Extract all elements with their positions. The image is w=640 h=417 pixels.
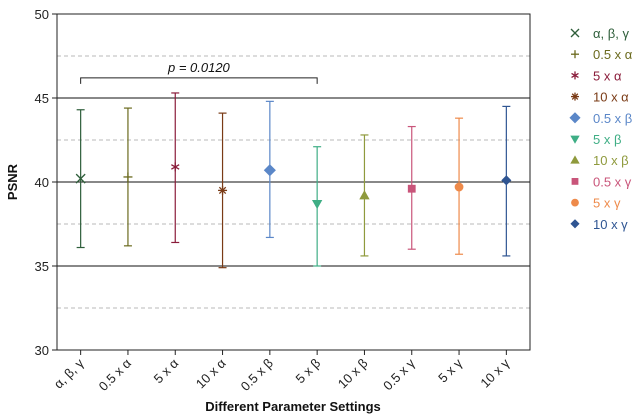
legend: α, β, γ 0.5 x α 5 x α 10 x α 0.5 x β 5 x β 10 … — [569, 26, 633, 232]
legend-item: 0.5 x β — [569, 111, 632, 126]
legend-label: 5 x α — [593, 68, 622, 83]
mean-marker — [218, 185, 228, 195]
x-axis-ticks: α, β, γ 0.5 x α 5 x α 10 x α 0.5 x β 5 x β 10 … — [51, 350, 513, 394]
mean-marker — [407, 184, 416, 193]
y-tick-label: 30 — [35, 343, 49, 358]
mean-marker — [75, 173, 86, 184]
mean-marker — [123, 172, 133, 182]
legend-label: 5 x γ — [593, 196, 621, 211]
mean-marker — [311, 199, 323, 210]
major-gridlines — [57, 97, 530, 267]
mean-markers — [75, 162, 512, 210]
y-axis-title: PSNR — [5, 163, 20, 200]
legend-item: 10 x α — [571, 90, 629, 105]
legend-marker — [571, 198, 579, 207]
legend-label: α, β, γ — [593, 26, 629, 41]
legend-label: 10 x β — [593, 153, 629, 168]
significance-annotation: p = 0.0120 — [80, 60, 318, 84]
legend-item: 0.5 x γ — [571, 174, 632, 189]
mean-marker — [171, 162, 180, 172]
error-bars — [76, 92, 511, 269]
legend-item: 0.5 x α — [571, 47, 633, 62]
legend-label: 10 x α — [593, 90, 629, 105]
legend-marker — [570, 219, 580, 229]
y-tick-label: 40 — [35, 175, 49, 190]
x-tick-label: 10 x β — [335, 356, 371, 392]
legend-marker — [570, 135, 580, 144]
legend-item: 5 x β — [570, 132, 621, 147]
mean-marker — [359, 190, 370, 200]
mean-marker — [263, 164, 276, 177]
y-tick-label: 35 — [35, 259, 49, 274]
legend-marker — [570, 155, 580, 164]
x-tick-label: 5 x γ — [435, 355, 465, 385]
x-axis-title: Different Parameter Settings — [205, 399, 381, 414]
p-value-label: p = 0.0120 — [167, 60, 231, 75]
legend-label: 0.5 x β — [593, 111, 632, 126]
mean-marker — [454, 182, 464, 192]
legend-marker — [570, 28, 580, 38]
legend-marker — [571, 92, 579, 101]
legend-item: 10 x γ — [570, 217, 628, 232]
legend-label: 10 x γ — [593, 217, 628, 232]
x-tick-label: 10 x γ — [477, 355, 512, 390]
y-tick-label: 45 — [35, 91, 49, 106]
x-tick-label: 0.5 x β — [238, 356, 276, 394]
legend-item: 5 x γ — [571, 196, 621, 211]
legend-label: 0.5 x α — [593, 47, 633, 62]
legend-item: α, β, γ — [570, 26, 629, 41]
legend-label: 0.5 x γ — [593, 174, 632, 189]
legend-item: 5 x α — [571, 68, 622, 83]
mean-marker — [501, 175, 512, 186]
y-axis-ticks: 30 35 40 45 50 — [35, 7, 57, 358]
legend-marker — [571, 177, 579, 185]
x-tick-label: α, β, γ — [51, 355, 87, 391]
legend-marker — [571, 50, 579, 59]
y-tick-label: 50 — [35, 7, 49, 22]
legend-marker — [571, 71, 579, 80]
x-tick-label: 0.5 x α — [96, 355, 135, 394]
x-tick-label: 10 x α — [193, 355, 229, 391]
legend-label: 5 x β — [593, 132, 621, 147]
x-tick-label: 5 x α — [151, 355, 182, 386]
x-tick-label: 0.5 x γ — [380, 355, 418, 393]
significance-bracket — [80, 77, 318, 84]
legend-marker — [569, 112, 581, 124]
minor-gridlines — [57, 55, 530, 309]
x-tick-label: 5 x β — [293, 356, 324, 387]
legend-item: 10 x β — [570, 153, 629, 168]
